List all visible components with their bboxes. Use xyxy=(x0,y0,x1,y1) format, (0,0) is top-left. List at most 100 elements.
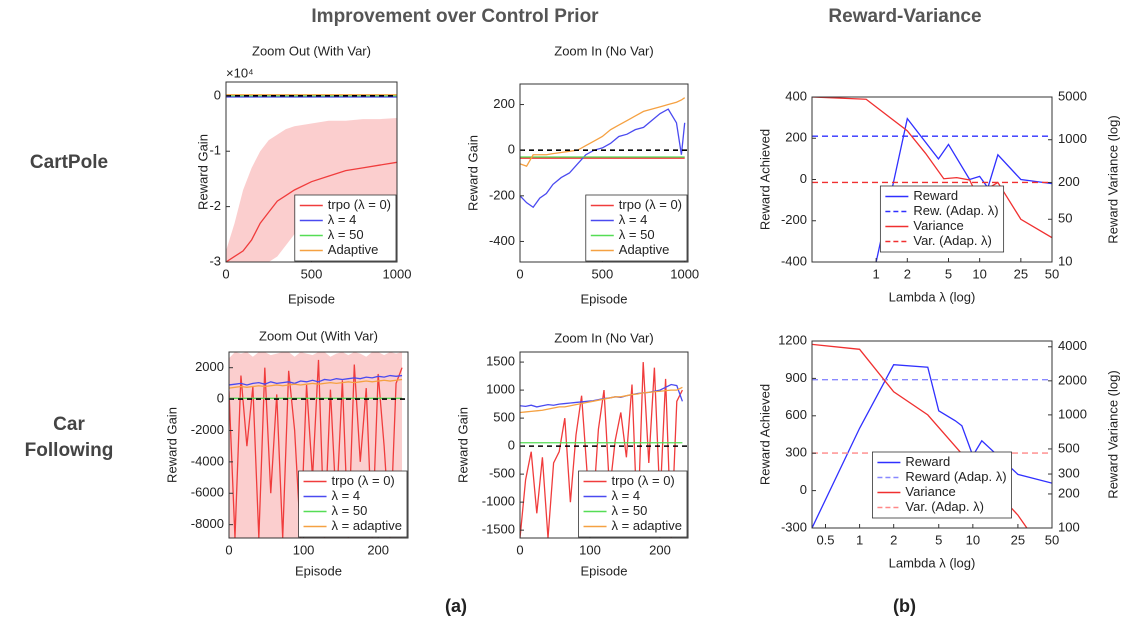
y2-axis-label: Reward Variance (log) xyxy=(1105,115,1120,243)
legend-label: Var. (Adap. λ) xyxy=(905,499,984,514)
x-tick-label: 500 xyxy=(592,266,614,281)
y-tick-label: 0 xyxy=(800,171,807,186)
x-tick-label: 10 xyxy=(972,266,986,281)
x-tick-label: 50 xyxy=(1045,266,1059,281)
series-line xyxy=(226,161,397,262)
series-line xyxy=(520,362,683,538)
axis-multiplier: ×10⁴ xyxy=(226,65,254,80)
series-line xyxy=(520,97,686,167)
x-tick-label: 0 xyxy=(516,542,523,557)
y-tick-label: -200 xyxy=(489,187,515,202)
y-tick-label: 1500 xyxy=(486,354,515,369)
legend-label: λ = 4 xyxy=(612,488,641,503)
y2-axis-label: Reward Variance (log) xyxy=(1105,370,1120,498)
y-tick-label: -2 xyxy=(209,198,221,213)
series-line xyxy=(520,386,683,414)
y-tick-label: 1000 xyxy=(486,382,515,397)
header: Improvement over Control Prior xyxy=(311,6,599,27)
x-axis-label: Episode xyxy=(581,563,628,578)
x-tick-label: 100 xyxy=(293,542,315,557)
y-tick-label: -1500 xyxy=(482,522,515,537)
x-tick-label: 1 xyxy=(856,532,863,547)
x-tick-label: 0 xyxy=(225,542,232,557)
x-tick-label: 100 xyxy=(579,542,601,557)
y-tick-label: -300 xyxy=(781,519,807,534)
y-tick-label: -400 xyxy=(781,253,807,268)
legend-label: λ = 4 xyxy=(328,212,357,227)
chart-title: Zoom In (No Var) xyxy=(554,330,653,345)
x-tick-label: 25 xyxy=(1014,266,1028,281)
x-axis-label: Episode xyxy=(581,291,628,306)
y-tick-label: -1 xyxy=(209,143,221,158)
y2-tick-label: 300 xyxy=(1058,465,1080,480)
x-tick-label: 1000 xyxy=(383,266,412,281)
x-tick-label: 25 xyxy=(1011,532,1025,547)
legend-label: λ = 4 xyxy=(332,488,361,503)
legend-label: λ = 50 xyxy=(612,503,648,518)
legend-label: Variance xyxy=(905,484,955,499)
x-tick-label: 5 xyxy=(935,532,942,547)
y2-tick-label: 4000 xyxy=(1058,338,1087,353)
legend: trpo (λ = 0)λ = 4λ = 50λ = adaptive xyxy=(578,470,688,538)
x-tick-label: 500 xyxy=(301,266,323,281)
x-tick-label: 5 xyxy=(945,266,952,281)
y-tick-label: 1200 xyxy=(778,332,807,347)
y-tick-label: -200 xyxy=(781,212,807,227)
y2-tick-label: 10 xyxy=(1058,253,1072,268)
y-tick-label: -1000 xyxy=(482,494,515,509)
x-tick-label: 200 xyxy=(367,542,389,557)
legend-label: λ = 4 xyxy=(619,212,648,227)
y2-tick-label: 1000 xyxy=(1058,131,1087,146)
chart-title: Zoom In (No Var) xyxy=(554,43,653,58)
legend-label: Reward (Adap. λ) xyxy=(905,469,1006,484)
x-axis-label: Episode xyxy=(295,563,342,578)
x-tick-label: 50 xyxy=(1045,532,1059,547)
chart-title: Zoom Out (With Var) xyxy=(259,328,378,343)
series-line xyxy=(520,383,684,408)
y-tick-label: 300 xyxy=(785,445,807,460)
y-tick-label: 200 xyxy=(785,130,807,145)
y-tick-label: 400 xyxy=(785,88,807,103)
x-tick-label: 2 xyxy=(904,266,911,281)
row-label: CartPole xyxy=(29,152,109,173)
plot-frame xyxy=(228,351,409,539)
y-tick-label: -500 xyxy=(489,466,515,481)
y2-tick-label: 100 xyxy=(1058,519,1080,534)
header: Reward-Variance xyxy=(828,6,982,27)
y-axis-label: Reward Achieved xyxy=(757,129,772,230)
y-tick-label: 0 xyxy=(800,482,807,497)
x-tick-label: 1 xyxy=(873,266,880,281)
series-line xyxy=(812,343,1028,528)
plot-frame xyxy=(519,83,689,263)
x-axis-label: Lambda λ (log) xyxy=(889,555,976,570)
plot-area xyxy=(520,97,688,209)
y-tick-label: 2000 xyxy=(195,359,224,374)
legend-label: λ = 50 xyxy=(619,227,655,242)
y-tick-label: 900 xyxy=(785,370,807,385)
legend-label: Adaptive xyxy=(619,242,670,257)
y-tick-label: -6000 xyxy=(191,485,224,500)
legend-label: λ = 50 xyxy=(332,503,368,518)
plot-area xyxy=(226,94,397,262)
y2-tick-label: 200 xyxy=(1058,174,1080,189)
x-axis-label: Lambda λ (log) xyxy=(889,289,976,304)
legend: trpo (λ = 0)λ = 4λ = 50λ = adaptive xyxy=(298,470,408,538)
y-axis-label: Reward Gain xyxy=(164,407,179,483)
y-tick-label: 0 xyxy=(214,87,221,102)
x-tick-label: 200 xyxy=(649,542,671,557)
legend-label: trpo (λ = 0) xyxy=(619,197,682,212)
x-tick-label: 1000 xyxy=(670,266,699,281)
y-tick-label: -8000 xyxy=(191,516,224,531)
y-tick-label: -4000 xyxy=(191,453,224,468)
y-axis-label: Reward Gain xyxy=(195,134,210,210)
x-tick-label: 2 xyxy=(890,532,897,547)
legend-label: Adaptive xyxy=(328,242,379,257)
y-tick-label: 0 xyxy=(217,391,224,406)
y-axis-label: Reward Gain xyxy=(465,135,480,211)
chart-title: Zoom Out (With Var) xyxy=(252,43,371,58)
y-axis-label: Reward Gain xyxy=(455,407,470,483)
y2-tick-label: 1000 xyxy=(1058,406,1087,421)
y-tick-label: 200 xyxy=(493,96,515,111)
